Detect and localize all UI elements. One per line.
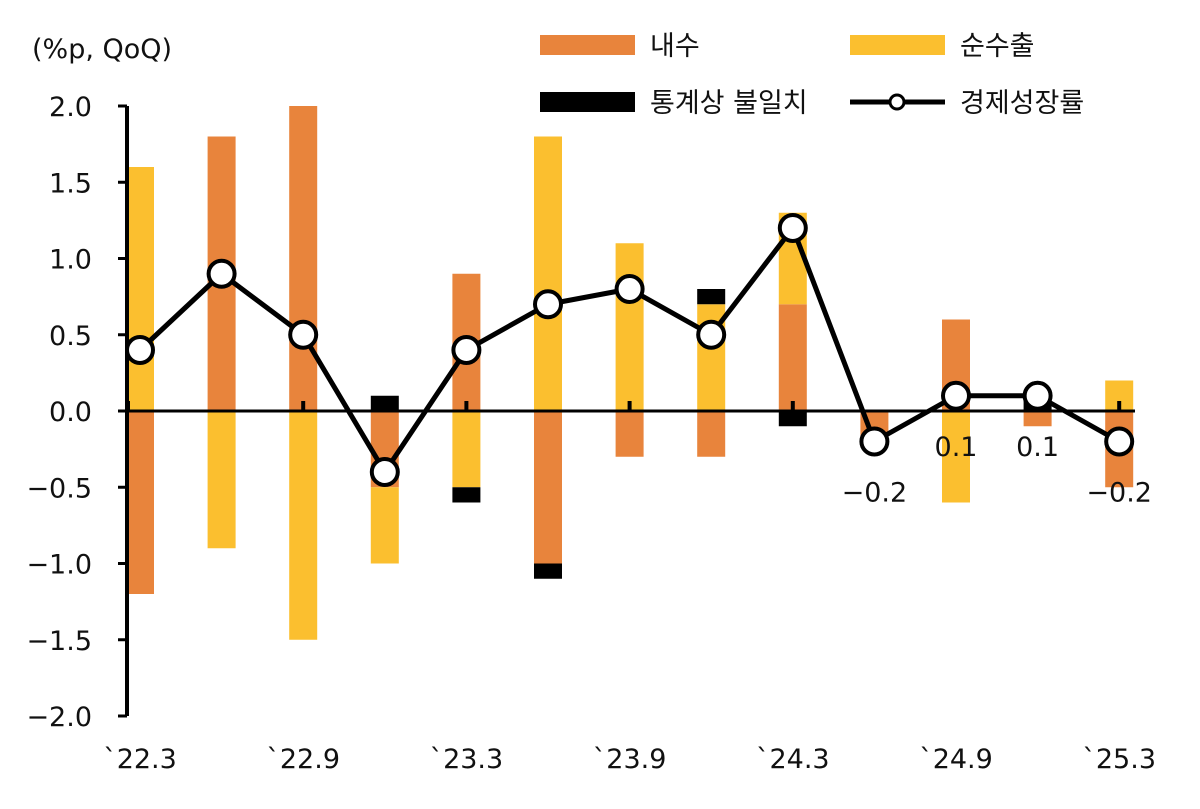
x-tick-label: `25.3 bbox=[1082, 744, 1156, 775]
growth-point-`23.3 bbox=[451, 335, 482, 365]
growth-point-`22.3 bbox=[125, 335, 155, 365]
bar-내수-`22.3 bbox=[126, 411, 154, 594]
bar-통계상 불일치-`23.12 bbox=[697, 289, 726, 305]
growth-point-`23.6 bbox=[533, 289, 563, 320]
x-tick-label: `24.3 bbox=[756, 744, 830, 775]
data-label: 0.1 bbox=[935, 432, 978, 463]
legend-swatch-순수출 bbox=[850, 35, 945, 55]
legend-label-통계상 불일치: 통계상 불일치 bbox=[650, 88, 808, 119]
bar-통계상 불일치-`24.3 bbox=[778, 411, 807, 427]
legend-label-내수: 내수 bbox=[650, 31, 700, 62]
growth-point-`23.12 bbox=[696, 319, 727, 350]
bar-통계상 불일치-`23.3 bbox=[452, 487, 481, 503]
y-tick-label: −1.0 bbox=[26, 550, 92, 581]
bar-내수-`23.12 bbox=[697, 411, 726, 457]
growth-point-`22.12 bbox=[369, 457, 400, 487]
x-tick-label: `23.9 bbox=[593, 744, 667, 775]
y-tick-label: 2.0 bbox=[49, 92, 92, 123]
data-label-layer: −0.2 0.1 0.1 −0.2 bbox=[842, 432, 1152, 509]
bar-내수-`23.9 bbox=[615, 411, 644, 457]
bar-순수출-`23.3 bbox=[452, 411, 481, 488]
growth-point-`22.6 bbox=[206, 258, 237, 289]
bar-순수출-`22.9 bbox=[289, 411, 318, 640]
bar-순수출-`23.9 bbox=[615, 243, 644, 411]
bar-내수-`23.6 bbox=[534, 411, 562, 564]
bar-순수출-`22.12 bbox=[370, 487, 399, 564]
x-tick-label: `24.9 bbox=[919, 744, 993, 775]
bar-순수출-`24.9 bbox=[942, 411, 970, 503]
y-tick-label: 0.0 bbox=[49, 397, 92, 428]
growth-point-`24.12 bbox=[1022, 380, 1053, 411]
y-tick-label: 1.0 bbox=[49, 245, 92, 276]
legend-label-순수출: 순수출 bbox=[960, 31, 1035, 62]
growth-point-`23.9 bbox=[614, 274, 645, 304]
legend-label-경제성장률: 경제성장률 bbox=[960, 88, 1084, 119]
bar-통계상 불일치-`22.12 bbox=[370, 395, 399, 411]
growth-point-`22.9 bbox=[288, 319, 319, 350]
growth-point-`24.6 bbox=[859, 426, 890, 457]
y-axis-unit-label: (%p, QoQ) bbox=[32, 34, 172, 65]
y-tick-label: 1.5 bbox=[49, 168, 92, 199]
y-tick-label: −2.0 bbox=[26, 702, 92, 733]
legend-marker bbox=[888, 93, 906, 111]
growth-point-`25.3 bbox=[1104, 426, 1135, 457]
y-tick-label: 0.5 bbox=[49, 321, 92, 352]
bar-layer bbox=[126, 106, 1134, 640]
y-tick-label: −0.5 bbox=[26, 473, 92, 504]
axes-layer: 2.0 1.5 1.0 0.5 0.0 −0.5 −1.0 −1.5 −2.0 `22.3 `22.… bbox=[26, 92, 1156, 775]
y-tick-label: −1.5 bbox=[26, 626, 92, 657]
x-tick-label: `23.3 bbox=[430, 744, 504, 775]
x-tick-label: `22.3 bbox=[103, 744, 177, 775]
legend-swatch-내수 bbox=[540, 35, 635, 55]
bar-순수출-`22.6 bbox=[207, 411, 236, 549]
growth-point-`24.3 bbox=[777, 213, 808, 243]
growth-point-`24.9 bbox=[941, 380, 971, 411]
bar-통계상 불일치-`23.6 bbox=[534, 563, 562, 579]
data-label: −0.2 bbox=[1086, 478, 1152, 509]
x-tick-label: `22.9 bbox=[266, 744, 340, 775]
bar-내수-`24.3 bbox=[778, 304, 807, 411]
data-label: 0.1 bbox=[1016, 432, 1059, 463]
line-layer bbox=[125, 213, 1135, 487]
bar-순수출-`23.6 bbox=[534, 136, 562, 411]
bar-내수-`24.12 bbox=[1023, 411, 1052, 427]
bar-내수-`22.9 bbox=[289, 106, 318, 411]
data-label: −0.2 bbox=[842, 478, 908, 509]
legend-swatch-통계상 불일치 bbox=[540, 92, 635, 112]
bar-순수출-`22.3 bbox=[126, 167, 154, 411]
